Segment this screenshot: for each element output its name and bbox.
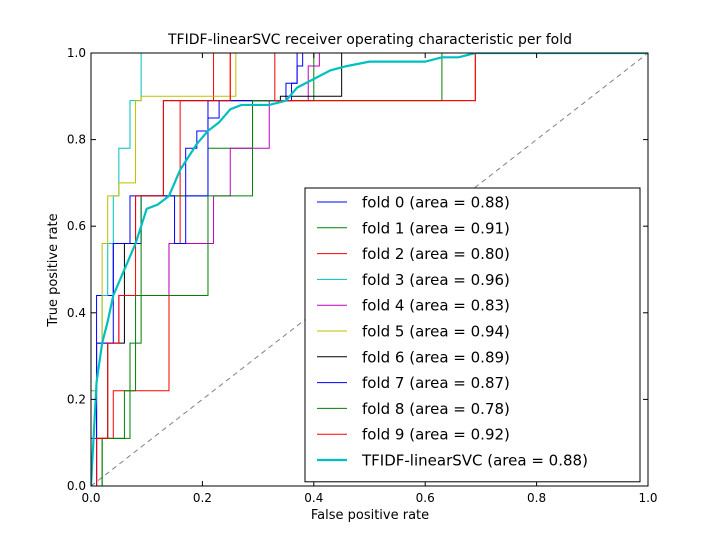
x-tick-label: 0.8 [527,491,546,505]
axis-ticks: 0.0 0.2 0.4 0.6 0.8 1.0 0.0 0.2 0.4 0.6 0.8 1.0 [67,46,658,505]
legend-box [304,187,641,483]
y-tick-label: 0.0 [67,479,86,493]
y-tick-label: 0.8 [67,133,86,147]
legend-label-2: fold 2 (area = 0.80) [362,245,510,263]
x-tick-label: 0.4 [304,491,323,505]
y-tick-label: 0.6 [67,219,86,233]
series-group [91,53,648,486]
axes-frame [90,52,649,487]
y-tick-label: 1.0 [67,46,86,60]
x-tick-label: 0.0 [81,491,100,505]
x-axis-label: False positive rate [311,508,429,523]
legend-label-7: fold 7 (area = 0.87) [362,374,510,392]
legend: fold 0 (area = 0.88) fold 1 (area = 0.91)… [304,187,641,483]
legend-label-6: fold 6 (area = 0.89) [362,348,510,366]
y-tick-label: 0.4 [67,306,86,320]
y-axis-label: True positive rate [46,213,61,327]
x-tick-label: 1.0 [638,491,657,505]
x-tick-label: 0.2 [193,491,212,505]
chart-title: TFIDF-linearSVC receiver operating chara… [167,32,572,48]
y-tick-label: 0.2 [67,392,86,406]
series-line-10 [91,53,648,486]
series-line-9 [91,53,648,486]
legend-label-8: fold 8 (area = 0.78) [362,400,510,418]
legend-label-3: fold 3 (area = 0.96) [362,271,510,289]
legend-label-5: fold 5 (area = 0.94) [362,323,510,341]
legend-label-0: fold 0 (area = 0.88) [362,194,510,212]
x-tick-label: 0.6 [416,491,435,505]
legend-label-10: TFIDF-linearSVC (area = 0.88) [361,452,588,470]
legend-label-1: fold 1 (area = 0.91) [362,219,510,237]
legend-label-9: fold 9 (area = 0.92) [362,426,510,444]
legend-label-4: fold 4 (area = 0.83) [362,297,510,315]
plot-area [91,53,648,486]
